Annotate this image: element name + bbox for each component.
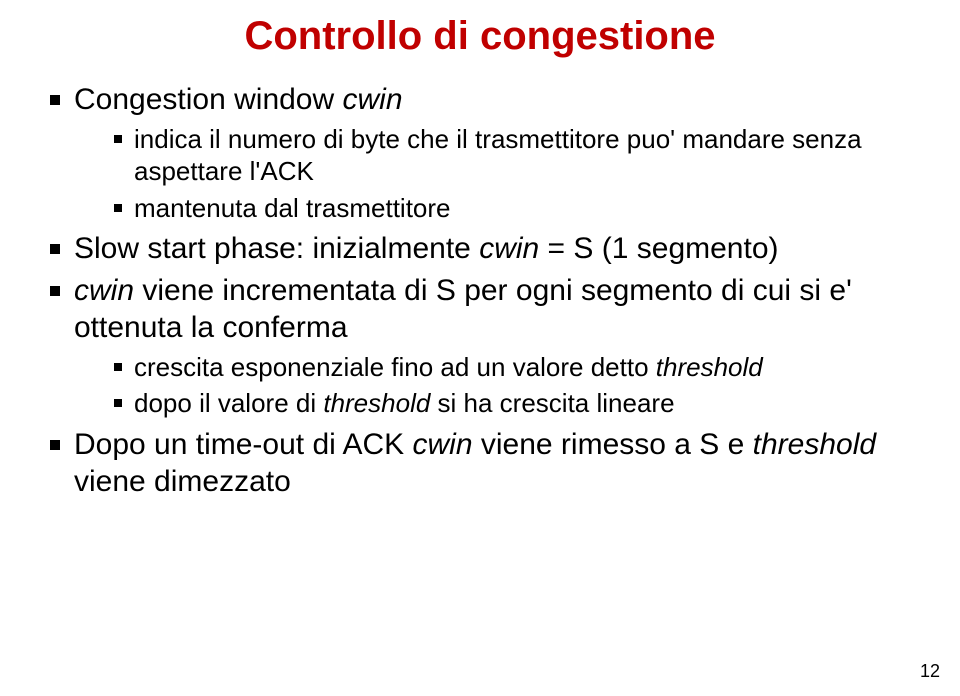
bullet-l1: Dopo un time-out di ACK cwin viene rimes… [50,426,910,501]
square-bullet-icon [50,244,60,254]
text-run: cwin [343,83,403,116]
square-bullet-icon [50,286,60,296]
text-run: Dopo un time-out di ACK [74,428,413,461]
bullet-l2-text: mantenuta dal trasmettitore [134,192,451,225]
bullet-sublist: indica il numero di byte che il trasmett… [114,123,910,225]
bullet-l1-text: Slow start phase: inizialmente cwin = S … [74,230,779,268]
bullet-l2: crescita esponenziale fino ad un valore … [114,351,910,384]
page-number: 12 [920,661,940,682]
text-run: threshold [323,388,430,418]
text-run: si ha crescita lineare [430,388,674,418]
square-bullet-icon [114,135,122,143]
text-run: viene incrementata di S per ogni segment… [74,274,852,345]
square-bullet-icon [114,363,122,371]
text-run: cwin [74,274,134,307]
text-run: Slow start phase: inizialmente [74,232,479,265]
square-bullet-icon [114,399,122,407]
bullet-l2: indica il numero di byte che il trasmett… [114,123,910,188]
square-bullet-icon [50,440,60,450]
text-run: = S (1 segmento) [539,232,778,265]
text-run: cwin [413,428,473,461]
bullet-l1-text: Dopo un time-out di ACK cwin viene rimes… [74,426,910,501]
slide-title: Controllo di congestione [50,14,910,59]
bullet-l1: Slow start phase: inizialmente cwin = S … [50,230,910,268]
bullet-l1-text: Congestion window cwin [74,81,403,119]
bullet-l2: dopo il valore di threshold si ha cresci… [114,387,910,420]
bullet-l1-text: cwin viene incrementata di S per ogni se… [74,272,910,347]
square-bullet-icon [114,204,122,212]
text-run: dopo il valore di [134,388,323,418]
bullet-l1: Congestion window cwin [50,81,910,119]
text-run: indica il numero di byte che il trasmett… [134,124,862,187]
text-run: crescita esponenziale fino ad un valore … [134,352,656,382]
bullet-list: Congestion window cwin indica il numero d… [50,81,910,501]
text-run: cwin [479,232,539,265]
bullet-l1: cwin viene incrementata di S per ogni se… [50,272,910,347]
text-run: Congestion window [74,83,343,116]
bullet-l2-text: crescita esponenziale fino ad un valore … [134,351,763,384]
text-run: viene rimesso a S e [473,428,753,461]
square-bullet-icon [50,95,60,105]
text-run: viene dimezzato [74,465,291,498]
text-run: mantenuta dal trasmettitore [134,193,451,223]
slide: Controllo di congestione Congestion wind… [0,0,960,696]
bullet-l2-text: dopo il valore di threshold si ha cresci… [134,387,675,420]
bullet-l2-text: indica il numero di byte che il trasmett… [134,123,910,188]
bullet-l2: mantenuta dal trasmettitore [114,192,910,225]
text-run: threshold [753,428,876,461]
text-run: threshold [656,352,763,382]
bullet-sublist: crescita esponenziale fino ad un valore … [114,351,910,420]
